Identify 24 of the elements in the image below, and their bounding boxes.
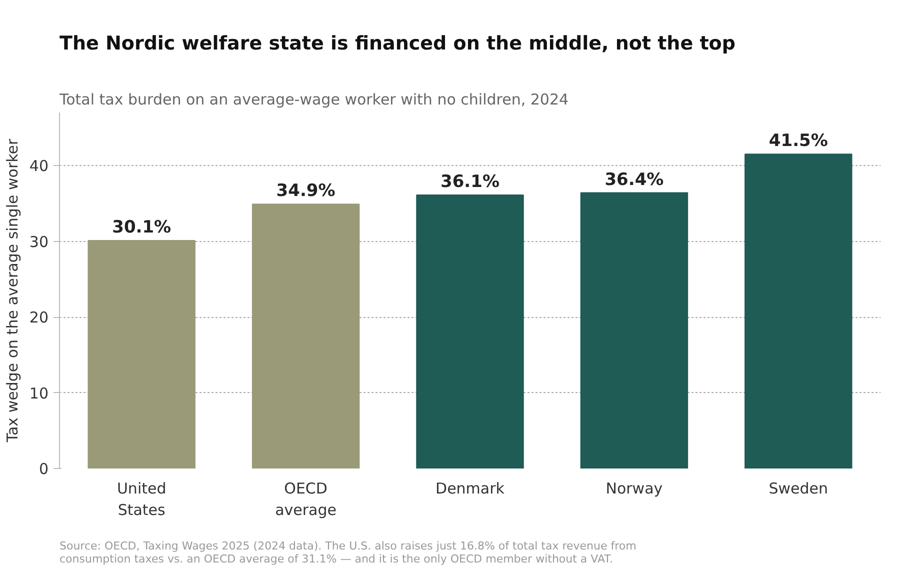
- y-tick-label: 40: [29, 157, 49, 176]
- data-label: 36.4%: [604, 170, 664, 190]
- y-tick-label: 30: [29, 232, 49, 251]
- y-tick-label: 20: [29, 308, 49, 327]
- data-label: 30.1%: [112, 218, 172, 238]
- data-label: 34.9%: [276, 181, 336, 202]
- source-note: Source: OECD, Taxing Wages 2025 (2024 data). The U.S. also raises just 16.8% of total tax revenue from consumption taxes vs. an OECD average of 31.1% — and it is the only OECD member without a VAT.: [60, 540, 636, 566]
- chart-subtitle: Total tax burden on an average-wage worker with no children, 2024: [58, 90, 569, 108]
- x-tick-label: Denmark: [436, 480, 505, 498]
- y-tick-label: 0: [38, 460, 49, 478]
- x-tick-label: Norway: [606, 480, 663, 498]
- bar: [416, 194, 524, 468]
- y-tick-label: 10: [29, 384, 49, 402]
- data-label: 41.5%: [768, 131, 828, 152]
- x-tick-label: OECD average: [275, 480, 337, 520]
- chart-title: The Nordic welfare state is financed on the middle, not the top: [60, 32, 736, 54]
- x-tick-label: Sweden: [768, 480, 828, 498]
- y-axis-title: Tax wedge on the average single worker: [3, 138, 22, 444]
- bar: [252, 204, 360, 468]
- bar: [580, 192, 688, 468]
- x-tick-label: United States: [116, 480, 166, 520]
- bar: [744, 154, 852, 468]
- data-label: 36.1%: [440, 172, 500, 192]
- bar: [88, 240, 196, 468]
